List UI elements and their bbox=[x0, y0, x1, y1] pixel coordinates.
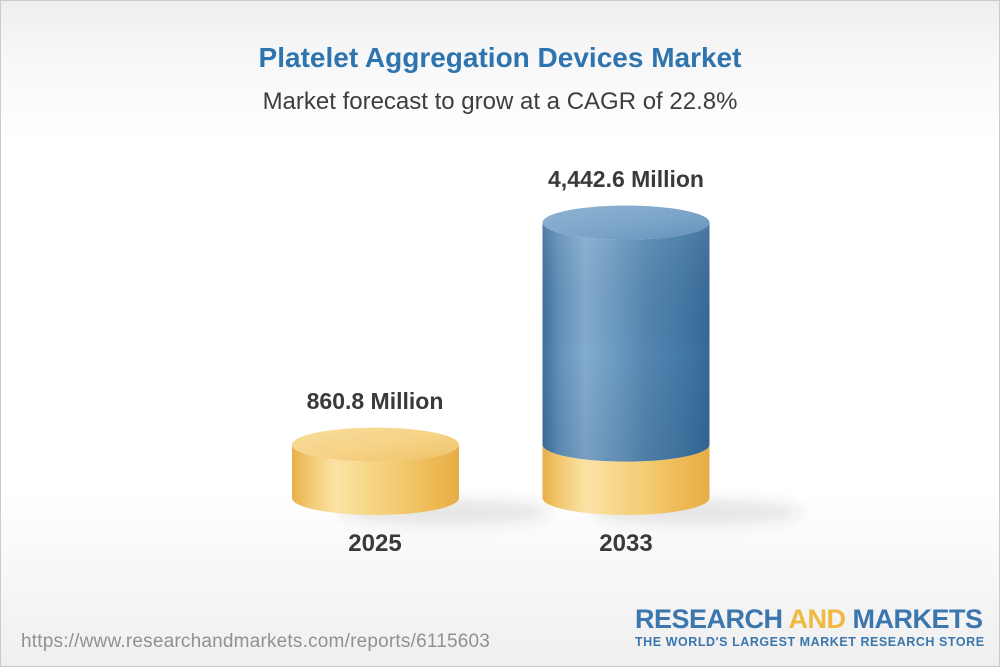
logo-word-markets: MARKETS bbox=[852, 604, 984, 634]
axis-label-2025: 2025 bbox=[348, 530, 402, 557]
logo-word-research: RESEARCH bbox=[635, 604, 783, 634]
axis-label-2033: 2033 bbox=[599, 530, 653, 557]
cylinder-2033-base-segment bbox=[542, 444, 710, 515]
cylinder-2025-body bbox=[292, 444, 460, 515]
report-url: https://www.researchandmarkets.com/repor… bbox=[21, 631, 491, 652]
cylinder-shadow bbox=[591, 499, 801, 525]
page-subtitle: Market forecast to grow at a CAGR of 22.… bbox=[262, 88, 738, 115]
value-label-2025: 860.8 Million bbox=[306, 387, 444, 414]
logo-wordmark: RESEARCH AND MARKETS bbox=[635, 605, 985, 634]
logo-word-and: AND bbox=[788, 604, 847, 634]
logo-tagline: THE WORLD'S LARGEST MARKET RESEARCH STOR… bbox=[635, 635, 985, 649]
page-title: Platelet Aggregation Devices Market bbox=[258, 42, 742, 73]
cylinder-2033-body bbox=[542, 222, 710, 462]
cylinder-2025-top bbox=[292, 427, 459, 462]
cylinder-2033-top bbox=[542, 205, 710, 240]
cylinder-shadow bbox=[340, 499, 551, 525]
value-label-2033: 4,442.6 Million bbox=[548, 165, 704, 192]
cylinder-2033-body-shading bbox=[542, 222, 710, 462]
research-and-markets-logo: RESEARCH AND MARKETS THE WORLD'S LARGEST… bbox=[635, 605, 985, 650]
